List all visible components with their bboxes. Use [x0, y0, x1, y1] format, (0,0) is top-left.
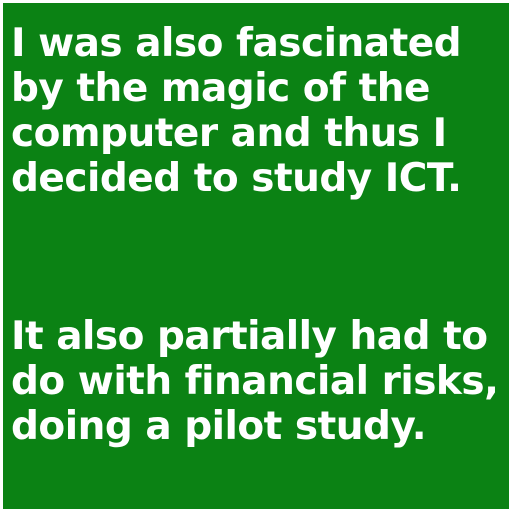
- paragraph-1-line-2: by the magic of the: [11, 66, 431, 111]
- paragraph-1-line-4: decided to study ICT.: [11, 156, 462, 201]
- paragraph-2-line-2: do with financial risks,: [11, 359, 499, 404]
- paragraph-2-line-3: doing a pilot study.: [11, 404, 427, 449]
- paragraph-2-line-1: It also partially had to: [11, 314, 488, 359]
- paragraph-1-line-3: computer and thus I: [11, 111, 447, 156]
- paragraph-1-line-1: I was also fascinated: [11, 21, 462, 66]
- paragraph-2: It also partially had to do with financi…: [11, 314, 507, 449]
- paragraph-1: I was also fascinated by the magic of th…: [11, 21, 507, 201]
